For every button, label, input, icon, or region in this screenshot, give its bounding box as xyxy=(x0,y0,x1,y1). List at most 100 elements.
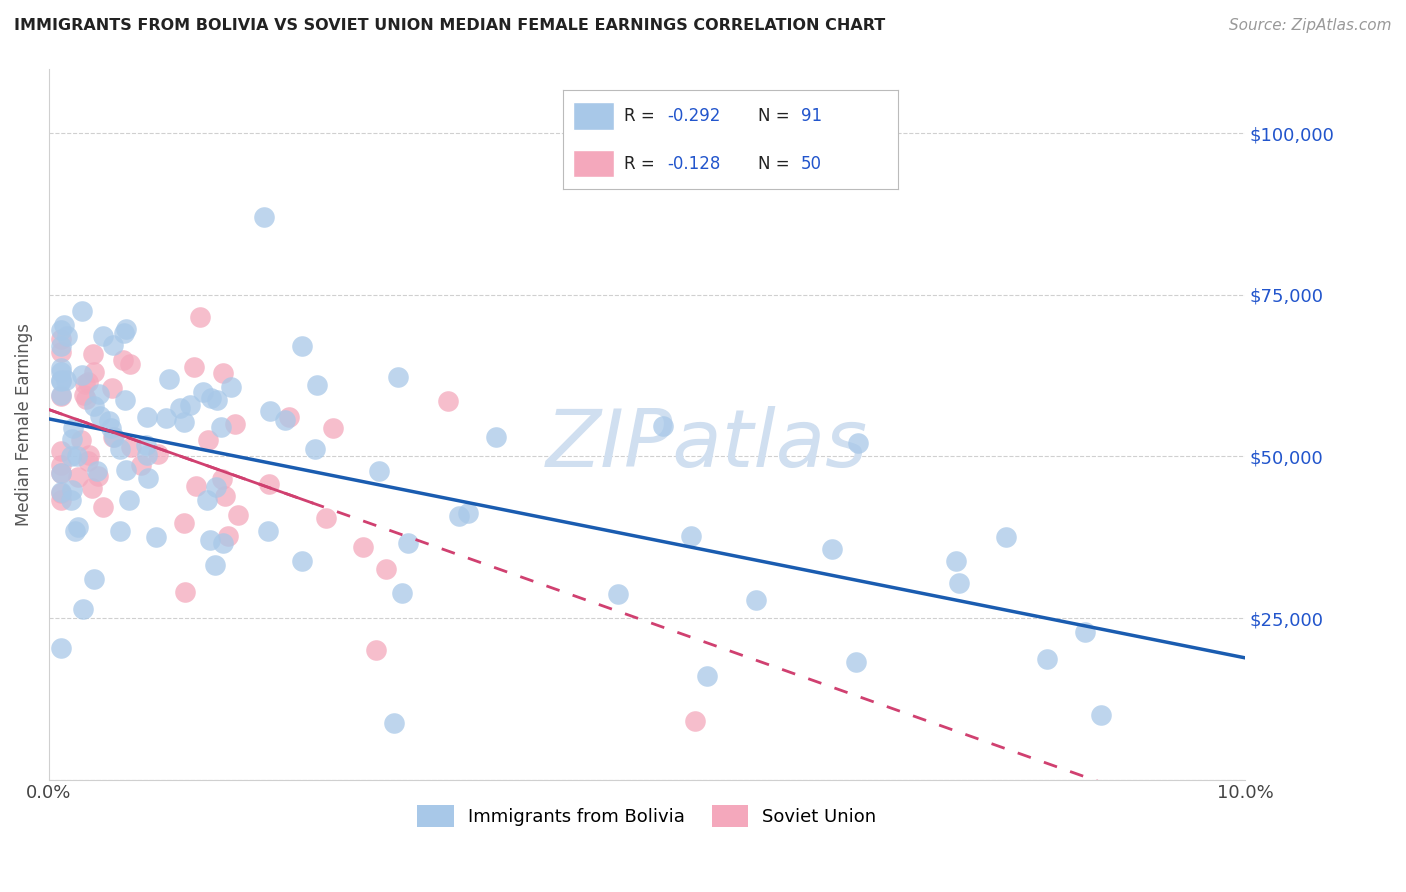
Point xyxy=(173,584,195,599)
Point xyxy=(1036,651,1059,665)
Point xyxy=(118,493,141,508)
Point xyxy=(101,381,124,395)
Point xyxy=(209,420,232,434)
Point xyxy=(259,404,281,418)
Point xyxy=(49,485,72,500)
Point xyxy=(221,380,243,394)
Point xyxy=(49,486,72,500)
Point xyxy=(83,399,105,413)
Point xyxy=(67,519,90,533)
Point xyxy=(80,482,103,496)
Point xyxy=(205,480,228,494)
Point xyxy=(436,393,458,408)
Point xyxy=(77,375,100,389)
Point xyxy=(212,367,235,381)
Point xyxy=(391,586,413,600)
Point xyxy=(108,442,131,457)
Point xyxy=(197,434,219,448)
Point xyxy=(83,365,105,379)
Point xyxy=(211,472,233,486)
Point xyxy=(396,536,419,550)
Point xyxy=(994,529,1017,543)
Text: Source: ZipAtlas.com: Source: ZipAtlas.com xyxy=(1229,18,1392,33)
Point xyxy=(49,466,72,480)
Point xyxy=(49,388,72,402)
Point xyxy=(846,436,869,450)
Point xyxy=(49,493,72,508)
Point xyxy=(70,304,93,318)
Point xyxy=(1074,624,1097,639)
Point xyxy=(200,391,222,405)
Point xyxy=(745,592,768,607)
Point xyxy=(120,357,142,371)
Point xyxy=(67,470,90,484)
Point xyxy=(173,415,195,429)
Point xyxy=(93,500,115,514)
Point xyxy=(374,562,396,576)
Point xyxy=(100,421,122,435)
Point xyxy=(211,536,233,550)
Point xyxy=(98,413,121,427)
Point xyxy=(198,533,221,548)
Point xyxy=(291,339,314,353)
Point xyxy=(115,463,138,477)
Point xyxy=(55,329,77,343)
Point xyxy=(183,359,205,374)
Point xyxy=(69,433,91,447)
Point xyxy=(49,443,72,458)
Point xyxy=(322,421,344,435)
Point xyxy=(449,509,471,524)
Point xyxy=(49,458,72,472)
Point xyxy=(73,388,96,402)
Point xyxy=(364,643,387,657)
Point xyxy=(148,447,170,461)
Point xyxy=(108,524,131,539)
Point xyxy=(66,449,89,463)
Point xyxy=(179,399,201,413)
Point xyxy=(607,587,630,601)
Point xyxy=(382,716,405,731)
Legend: Immigrants from Bolivia, Soviet Union: Immigrants from Bolivia, Soviet Union xyxy=(411,798,884,835)
Point xyxy=(115,322,138,336)
Point xyxy=(49,323,72,337)
Point xyxy=(60,432,83,446)
Point xyxy=(651,419,673,434)
Point xyxy=(82,347,104,361)
Point xyxy=(60,483,83,498)
Point xyxy=(204,558,226,573)
Point xyxy=(49,466,72,480)
Point xyxy=(72,602,94,616)
Point xyxy=(207,393,229,408)
Point xyxy=(214,489,236,503)
Point xyxy=(681,529,703,543)
Point xyxy=(73,376,96,391)
Point xyxy=(55,373,77,387)
Point xyxy=(63,524,86,538)
Point xyxy=(91,328,114,343)
Point xyxy=(89,409,111,423)
Point xyxy=(129,458,152,473)
Point xyxy=(49,373,72,387)
Point xyxy=(120,441,142,455)
Point xyxy=(696,669,718,683)
Point xyxy=(86,464,108,478)
Point xyxy=(305,378,328,392)
Point xyxy=(112,326,135,340)
Point xyxy=(49,389,72,403)
Point xyxy=(49,360,72,375)
Point xyxy=(278,410,301,425)
Point xyxy=(304,442,326,457)
Point xyxy=(184,478,207,492)
Point xyxy=(135,438,157,452)
Point xyxy=(75,392,97,406)
Point xyxy=(257,477,280,491)
Point xyxy=(135,409,157,424)
Point xyxy=(76,453,98,467)
Y-axis label: Median Female Earnings: Median Female Earnings xyxy=(15,323,32,525)
Point xyxy=(83,572,105,586)
Point xyxy=(173,516,195,531)
Point xyxy=(945,554,967,568)
Point xyxy=(155,410,177,425)
Point xyxy=(52,318,75,332)
Point xyxy=(49,339,72,353)
